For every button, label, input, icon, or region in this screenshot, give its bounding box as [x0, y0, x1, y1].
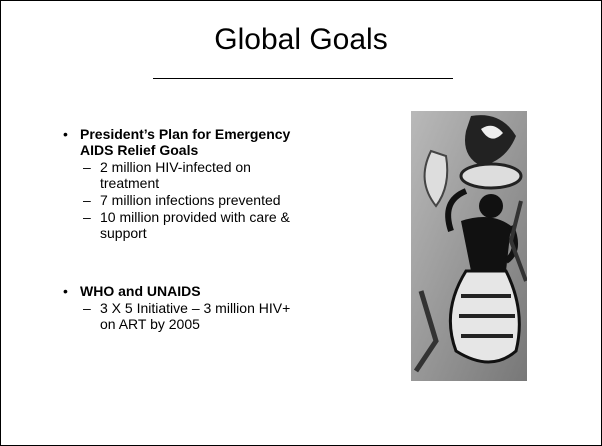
- bullet-text: WHO and UNAIDS: [80, 283, 303, 299]
- sub-bullet: –2 million HIV-infected on treatment: [80, 159, 303, 191]
- bullet: • President’s Plan for Emergency AIDS Re…: [63, 126, 303, 241]
- sub-bullet: –3 X 5 Initiative – 3 million HIV+ on AR…: [80, 300, 303, 332]
- bullet: • WHO and UNAIDS –3 X 5 Initiative – 3 m…: [63, 283, 303, 332]
- sub-bullet-text: 7 million infections prevented: [100, 192, 281, 208]
- sub-bullet-text: 2 million HIV-infected on treatment: [100, 159, 251, 191]
- artwork-image: [411, 111, 527, 381]
- sub-bullet: –7 million infections prevented: [80, 192, 303, 208]
- sub-bullet-text: 10 million provided with care & support: [100, 209, 290, 241]
- sub-bullet-text: 3 X 5 Initiative – 3 million HIV+ on ART…: [100, 300, 290, 332]
- slide-title: Global Goals: [1, 23, 601, 57]
- sub-bullet: –10 million provided with care & support: [80, 209, 303, 241]
- bullet-text: President’s Plan for Emergency AIDS Reli…: [80, 126, 303, 158]
- slide: Global Goals • President’s Plan for Emer…: [0, 0, 602, 446]
- title-rule: [153, 78, 453, 79]
